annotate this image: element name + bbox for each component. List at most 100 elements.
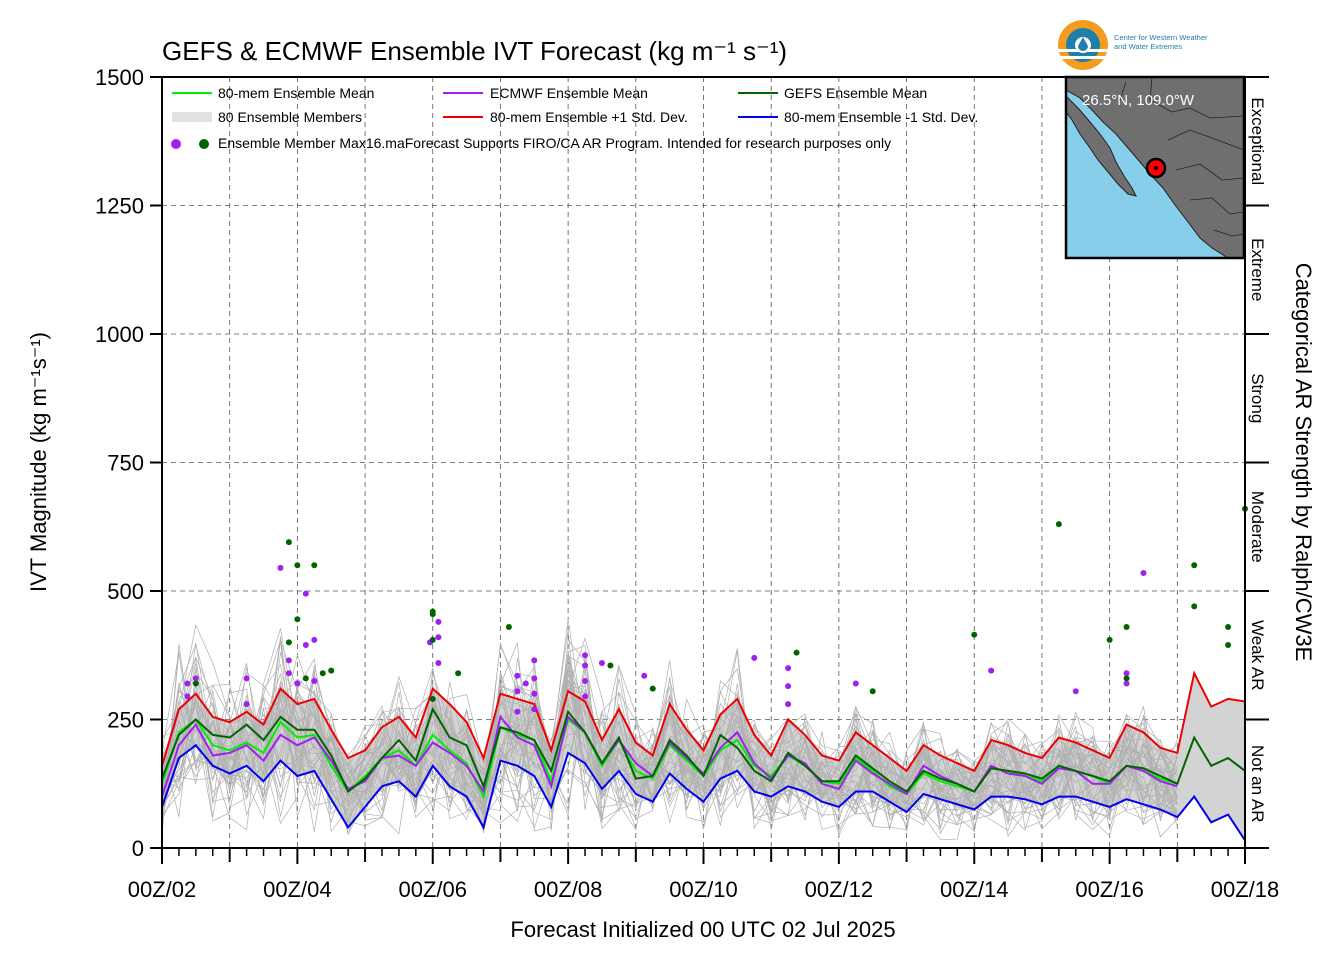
ecmwf-max-marker xyxy=(531,706,538,713)
ecmwf-max-marker xyxy=(852,680,859,687)
gefs-max-marker xyxy=(328,667,335,674)
y-tick-label: 500 xyxy=(107,579,144,604)
legend-label-plus-std: 80-mem Ensemble +1 Std. Dev. xyxy=(490,109,688,125)
ecmwf-max-marker xyxy=(302,590,309,597)
ecmwf-max-marker xyxy=(514,672,521,679)
legend-note: 16.maForecast Supports FIRO/CA AR Progra… xyxy=(366,135,891,151)
x-tick-label: 00Z/02 xyxy=(128,877,197,902)
ecmwf-max-marker xyxy=(751,654,758,661)
legend-marker-gefs-max xyxy=(199,139,209,149)
gefs-max-marker xyxy=(285,639,292,646)
ensemble-member-line xyxy=(162,653,1178,834)
x-tick-label: 00Z/08 xyxy=(534,877,603,902)
gefs-max-marker xyxy=(294,616,301,623)
ecmwf-max-marker xyxy=(243,701,250,708)
ensemble-member-line xyxy=(162,696,1178,816)
ecmwf-max-marker xyxy=(531,657,538,664)
ecmwf-max-marker xyxy=(1123,670,1130,677)
x-tick-label: 00Z/10 xyxy=(669,877,738,902)
series-lines xyxy=(162,670,1245,841)
legend-label-ecmwf: ECMWF Ensemble Mean xyxy=(490,85,648,101)
ensemble-member-line xyxy=(162,675,1178,820)
ecmwf-max-marker xyxy=(785,665,792,672)
ecmwf-max-marker xyxy=(184,680,191,687)
legend-label-max: Ensemble Member Max16.maForecast Support… xyxy=(218,135,891,151)
member-max-markers xyxy=(184,505,1248,715)
gefs-max-marker xyxy=(971,631,978,638)
logo-wave-2 xyxy=(1058,56,1108,59)
series-line-3 xyxy=(162,670,1245,773)
ecmwf-max-marker xyxy=(1072,688,1079,695)
ecmwf-max-marker xyxy=(285,657,292,664)
gefs-max-marker xyxy=(192,680,199,687)
inset-map-location-label: 26.5°N, 109.0°W xyxy=(1082,92,1195,109)
chart-title: GEFS & ECMWF Ensemble IVT Forecast (kg m… xyxy=(162,36,787,66)
gefs-max-marker xyxy=(1225,641,1232,648)
ecmwf-max-marker xyxy=(302,641,309,648)
gefs-max-marker xyxy=(1191,603,1198,610)
ecmwf-max-marker xyxy=(598,659,605,666)
gefs-max-marker xyxy=(1225,623,1232,630)
gefs-max-marker xyxy=(1191,562,1198,569)
ecmwf-max-marker xyxy=(582,677,589,684)
ecmwf-max-marker xyxy=(785,683,792,690)
gefs-max-marker xyxy=(793,649,800,656)
legend-label-mean: 80-mem Ensemble Mean xyxy=(218,85,374,101)
gefs-max-marker xyxy=(649,685,656,692)
y-axis-title: IVT Magnitude (kg m⁻¹s⁻¹) xyxy=(26,332,51,592)
ecmwf-max-marker xyxy=(311,677,318,684)
category-label: Not an AR xyxy=(1248,745,1267,823)
ensemble-member-line xyxy=(162,628,1178,841)
y-tick-label: 750 xyxy=(107,451,144,476)
ensemble-member-line xyxy=(162,637,1178,837)
category-label: Extreme xyxy=(1248,238,1267,301)
gefs-max-marker xyxy=(429,695,436,702)
gefs-max-marker xyxy=(869,688,876,695)
ensemble-member-line xyxy=(162,640,1178,826)
ecmwf-max-marker xyxy=(311,636,318,643)
ensemble-member-line xyxy=(162,636,1178,836)
gefs-max-marker xyxy=(607,662,614,669)
gefs-max-marker xyxy=(1123,623,1130,630)
y-tick-label: 0 xyxy=(132,836,144,861)
gefs-max-marker xyxy=(429,611,436,618)
ecmwf-max-marker xyxy=(522,680,529,687)
series-line-2 xyxy=(162,706,1245,794)
inset-map-location-center xyxy=(1154,166,1158,170)
ecmwf-max-marker xyxy=(285,670,292,677)
ensemble-member-line xyxy=(162,629,1178,832)
legend-swatch-members xyxy=(172,112,212,122)
ecmwf-max-marker xyxy=(641,672,648,679)
category-label: Exceptional xyxy=(1248,97,1267,185)
logo-text-line1: Center for Western Weather xyxy=(1114,33,1208,42)
y-tick-label: 250 xyxy=(107,708,144,733)
legend-marker-ecmwf-max xyxy=(171,139,181,149)
gefs-max-marker xyxy=(1055,521,1062,528)
legend-label-members: 80 Ensemble Members xyxy=(218,109,362,125)
water-drop-icon xyxy=(1078,37,1088,51)
ecmwf-max-marker xyxy=(435,659,442,666)
ecmwf-max-marker xyxy=(243,675,250,682)
ensemble-member-line xyxy=(162,624,1178,838)
ensemble-member-line xyxy=(162,638,1178,830)
series-line-4 xyxy=(162,743,1245,841)
ecmwf-max-marker xyxy=(1140,570,1147,577)
ecmwf-max-marker xyxy=(435,634,442,641)
ecmwf-max-marker xyxy=(1123,680,1130,687)
ensemble-member-line xyxy=(162,673,1178,827)
ecmwf-max-marker xyxy=(582,662,589,669)
legend-max-label: Ensemble Member Max xyxy=(218,135,366,151)
gefs-max-marker xyxy=(429,636,436,643)
gefs-max-marker xyxy=(285,539,292,546)
gefs-max-marker xyxy=(1123,675,1130,682)
x-tick-label: 00Z/16 xyxy=(1075,877,1144,902)
logo-text-line2: and Water Extremes xyxy=(1114,42,1182,51)
x-tick-label: 00Z/04 xyxy=(263,877,332,902)
x-tick-label: 00Z/12 xyxy=(805,877,874,902)
ecmwf-max-marker xyxy=(184,693,191,700)
gefs-max-marker xyxy=(455,670,462,677)
axes: 00Z/02 00Z/04 00Z/06 00Z/08 00Z/10 00Z/12 00Z/… xyxy=(95,65,1279,902)
ecmwf-max-marker xyxy=(294,680,301,687)
category-label: Weak AR xyxy=(1248,620,1267,691)
